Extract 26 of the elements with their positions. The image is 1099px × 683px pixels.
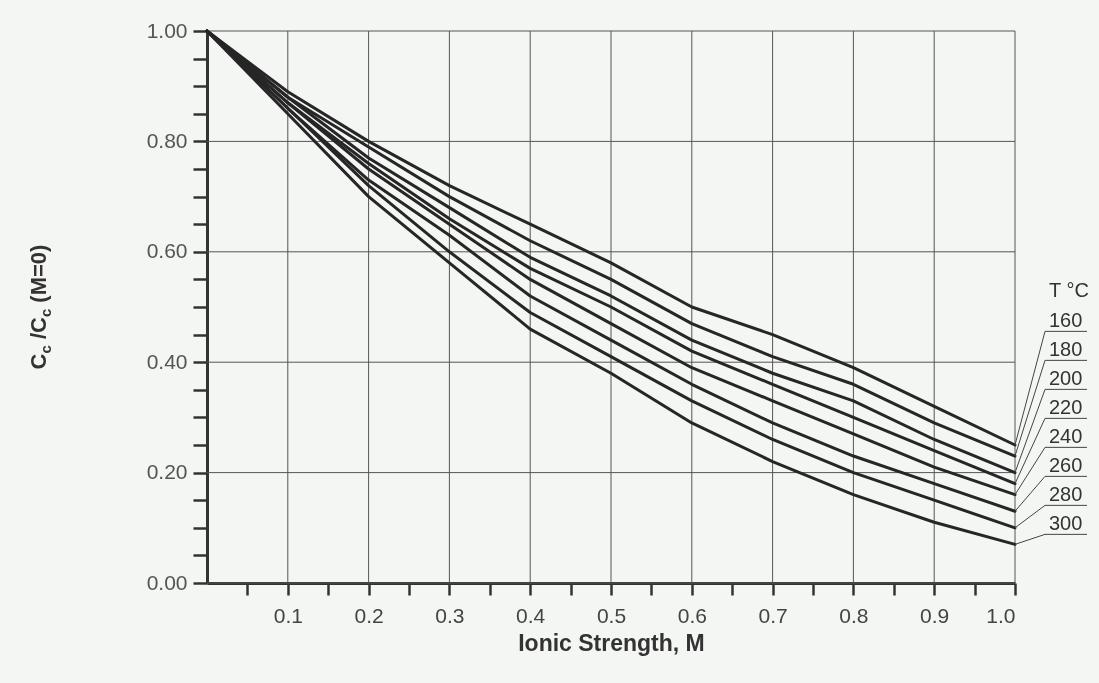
x-tick-label: 0.7 (758, 603, 788, 627)
text: 260 (1049, 454, 1083, 477)
y-tick-label: 0.00 (146, 570, 188, 594)
x-tick-label: 0.3 (435, 603, 465, 627)
x-tick-label: 0.2 (354, 603, 384, 627)
x-tick-label: 0.5 (596, 603, 627, 627)
text: 160 (1049, 309, 1083, 332)
x-tick-label: 1.0 (986, 603, 1016, 627)
x-tick-label: 0.1 (273, 603, 303, 627)
text: 220 (1049, 396, 1083, 419)
legend-title: T °C (1049, 279, 1089, 302)
series-label: 300 (1049, 512, 1083, 535)
y-tick-label: 1.00 (146, 18, 188, 42)
y-tick-label: 0.20 (146, 460, 188, 484)
y-tick-label: 0.40 (146, 349, 188, 373)
x-tick-label: 0.4 (516, 603, 546, 627)
x-tick-label: 0.6 (677, 603, 707, 627)
text: 200 (1049, 367, 1083, 390)
y-tick-label: 0.80 (146, 128, 188, 152)
x-axis-title: Ionic Strength, M (518, 629, 705, 656)
text: 180 (1049, 338, 1083, 361)
x-tick-label: 0.9 (920, 603, 950, 627)
text: 280 (1049, 483, 1083, 506)
x-tick-label: 0.8 (839, 603, 869, 627)
text: 240 (1049, 425, 1083, 448)
y-tick-label: 0.60 (146, 239, 188, 263)
